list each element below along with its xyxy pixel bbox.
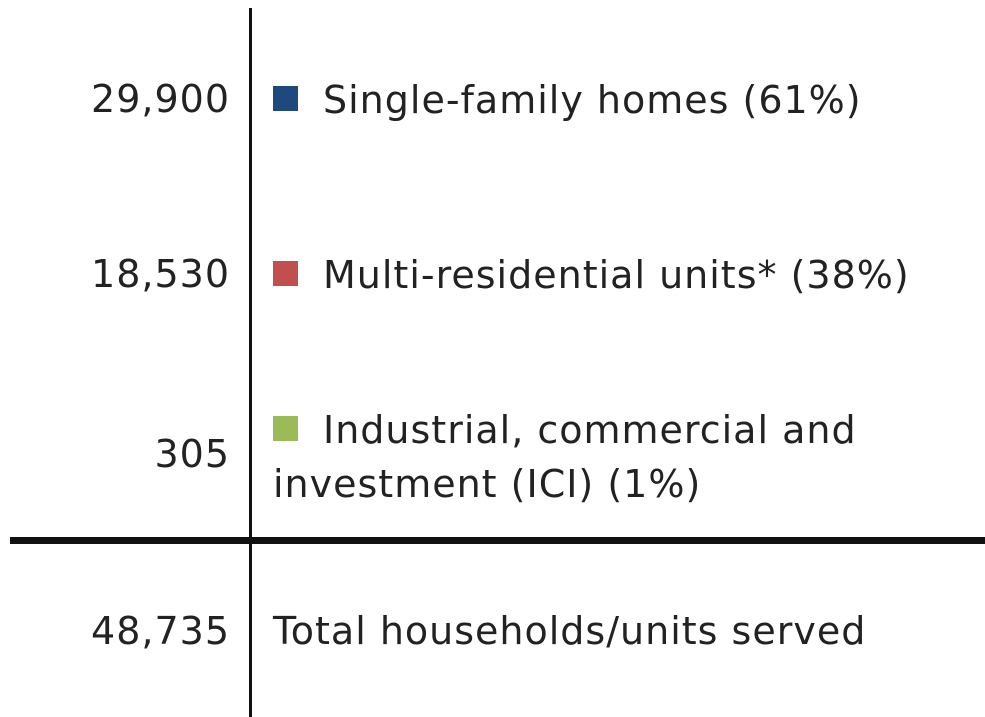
row-value: 305 xyxy=(154,432,230,476)
divider-vertical xyxy=(249,8,252,717)
divider-horizontal xyxy=(10,537,985,544)
row-value: 29,900 xyxy=(91,77,230,121)
row-label: Industrial, commercial and investment (I… xyxy=(273,403,973,511)
total-label: Total households/units served xyxy=(273,609,867,653)
row-value: 18,530 xyxy=(91,252,230,296)
row-label-text: Industrial, commercial and investment (I… xyxy=(273,408,857,506)
row-label-text: Multi-residential units* (38%) xyxy=(323,253,910,297)
total-value: 48,735 xyxy=(91,609,230,653)
row-label-text: Single-family homes (61%) xyxy=(323,78,862,122)
row-label: Multi-residential units* (38%) xyxy=(273,248,983,302)
legend-square xyxy=(273,261,298,286)
legend-square xyxy=(273,86,298,111)
row-label: Single-family homes (61%) xyxy=(273,73,973,127)
legend-square xyxy=(273,416,298,441)
